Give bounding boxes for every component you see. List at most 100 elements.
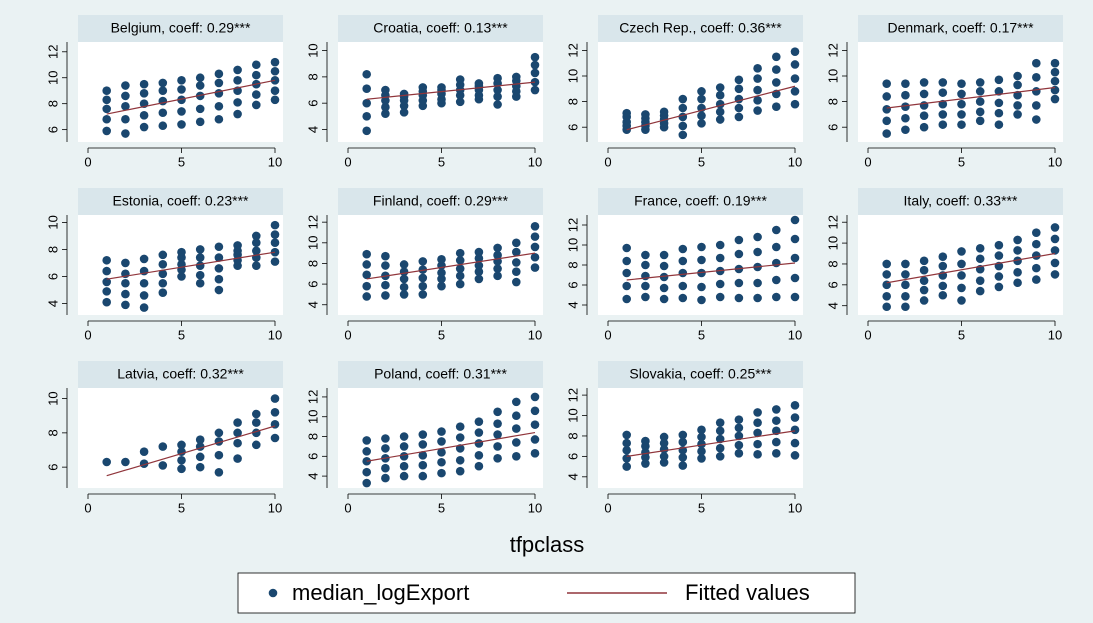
x-tick-label: 10 (1048, 154, 1062, 169)
data-point (102, 287, 111, 296)
data-point (177, 76, 186, 85)
data-point (1050, 76, 1060, 86)
panel-title-strip (338, 188, 543, 215)
data-point (102, 95, 111, 105)
data-point (121, 258, 130, 268)
data-point (530, 263, 540, 272)
data-point (102, 114, 111, 124)
y-tick-label: 12 (45, 45, 60, 59)
data-point (882, 129, 891, 138)
data-point (455, 279, 465, 289)
data-point (772, 52, 781, 62)
data-point (177, 272, 186, 281)
data-point (697, 111, 706, 120)
data-point (530, 221, 540, 231)
data-point (938, 120, 948, 129)
fitted-line (366, 252, 536, 280)
data-point (381, 261, 390, 270)
data-point (381, 291, 390, 300)
data-point (437, 457, 446, 467)
data-point (121, 300, 130, 310)
data-point (530, 406, 540, 416)
data-point (678, 244, 688, 254)
y-tick-label: 10 (305, 236, 320, 250)
data-point (530, 420, 540, 429)
x-tick-label: 5 (178, 154, 185, 169)
data-point (678, 453, 688, 462)
data-point (474, 461, 484, 471)
data-point (919, 285, 929, 295)
data-point (399, 432, 409, 441)
data-point (493, 264, 502, 273)
panel-title-strip (858, 15, 1063, 42)
data-point (622, 445, 631, 455)
data-point (493, 100, 502, 109)
data-point (195, 81, 205, 90)
data-point (139, 291, 149, 300)
data-point (1050, 85, 1060, 95)
data-point (251, 90, 261, 99)
data-point (753, 74, 762, 83)
data-point (901, 102, 910, 112)
data-point (512, 267, 521, 277)
panel-title-strip (78, 15, 283, 42)
data-point (882, 270, 891, 279)
data-point (957, 296, 966, 305)
data-point (734, 112, 744, 122)
data-point (195, 462, 205, 472)
x-tick-label: 10 (268, 154, 282, 169)
y-tick-label: 6 (305, 453, 320, 460)
panel-title: France, coeff: 0.19*** (634, 193, 767, 209)
data-point (195, 253, 205, 262)
data-point (530, 435, 540, 444)
data-point (734, 249, 744, 259)
data-point (214, 467, 224, 477)
data-point (901, 302, 910, 312)
data-point (790, 74, 800, 83)
data-point (455, 271, 465, 281)
data-point (121, 289, 130, 299)
data-point (753, 428, 762, 438)
data-point (622, 256, 631, 266)
y-tick-label: 12 (565, 388, 580, 402)
x-tick-label: 10 (1048, 327, 1062, 342)
data-point (399, 461, 409, 471)
data-point (399, 274, 409, 284)
panel-title-strip (598, 361, 803, 388)
data-point (901, 113, 910, 123)
panel-title: Latvia, coeff: 0.32*** (117, 366, 244, 382)
data-point (418, 451, 428, 460)
data-point (474, 451, 484, 460)
data-point (715, 107, 725, 117)
data-point (919, 296, 929, 305)
data-point (975, 97, 985, 106)
data-point (622, 430, 631, 440)
x-tick-label: 5 (438, 500, 445, 515)
data-point (530, 60, 540, 70)
data-point (399, 282, 409, 292)
x-tick-label: 10 (788, 327, 802, 342)
data-point (251, 100, 261, 110)
data-point (251, 261, 261, 270)
data-point (1050, 223, 1060, 232)
y-tick-label: 4 (45, 300, 60, 307)
x-tick-label: 0 (84, 154, 91, 169)
data-point (697, 87, 706, 96)
data-point (512, 247, 521, 257)
data-point (734, 431, 744, 441)
data-point (381, 444, 390, 453)
data-point (102, 277, 111, 287)
data-point (753, 232, 762, 242)
data-point (437, 281, 446, 291)
data-point (1032, 115, 1041, 124)
data-point (678, 268, 688, 278)
data-point (734, 440, 744, 450)
data-point (512, 411, 521, 421)
data-point (214, 428, 224, 438)
data-point (697, 446, 706, 456)
data-point (233, 98, 242, 107)
data-point (1032, 101, 1041, 110)
data-point (437, 448, 446, 457)
data-point (790, 401, 800, 410)
